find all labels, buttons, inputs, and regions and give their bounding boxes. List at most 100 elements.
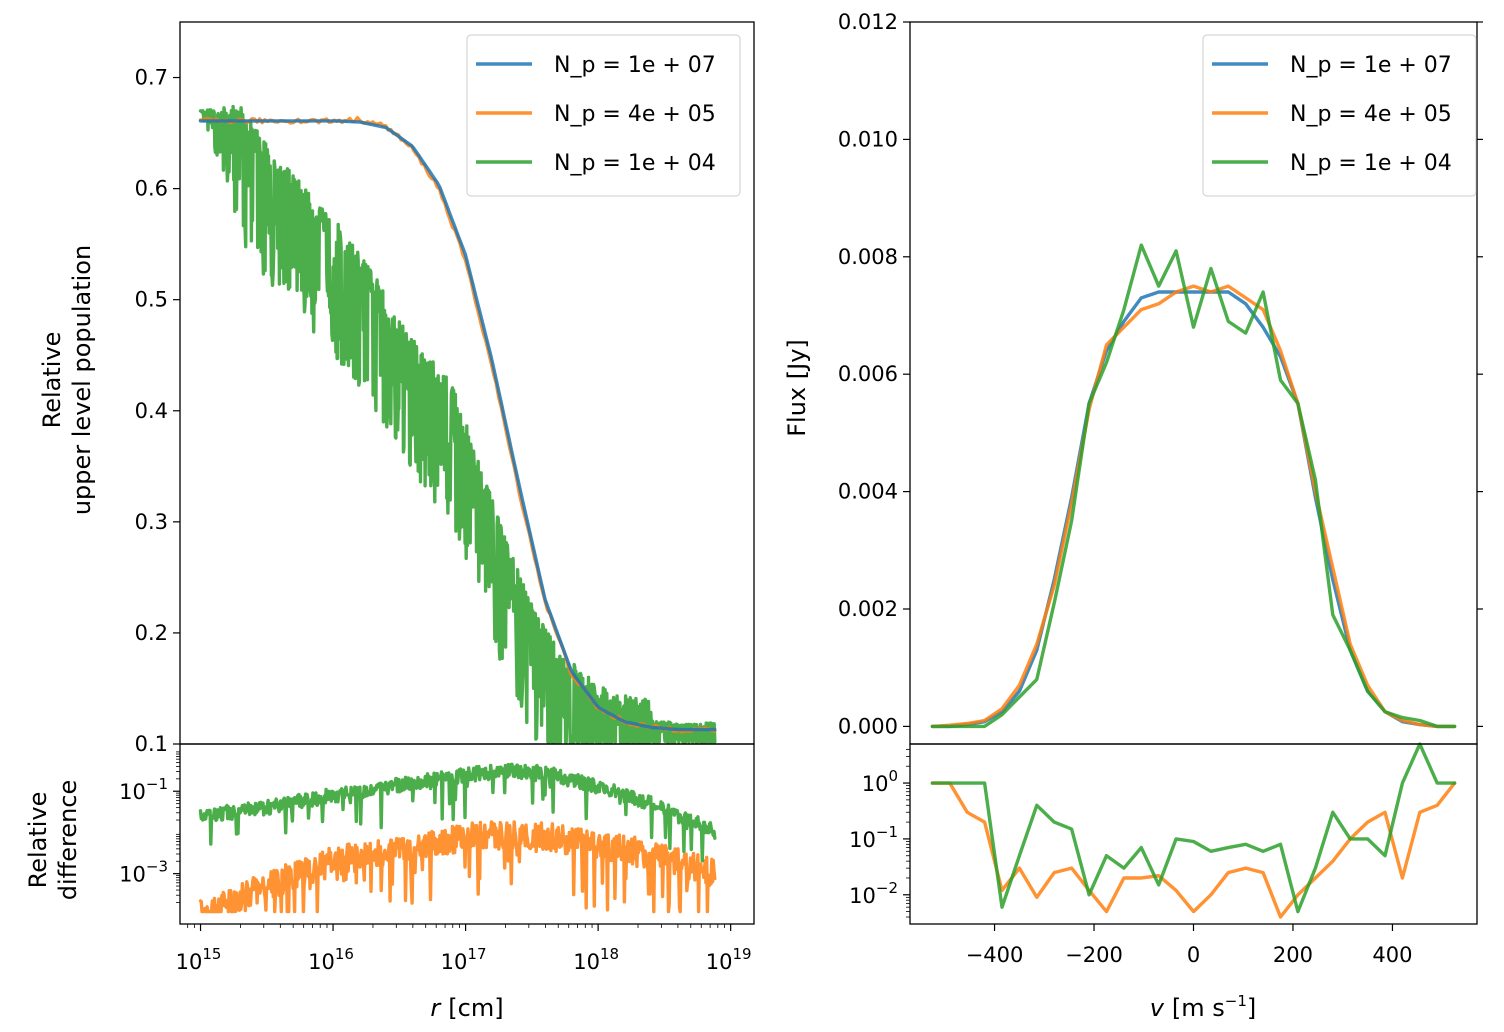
y-tick-label-base: 10	[119, 863, 146, 887]
right-top-y-ticks: 0.000 0.002 0.004 0.006 0.008 0.010 0.012	[838, 10, 1483, 738]
left-top-legend-entries: N_p = 1e + 07 N_p = 4e + 05 N_p = 1e + 04	[476, 53, 716, 176]
y-tick-label: 0.7	[135, 66, 168, 90]
y-tick-label-exponent: −1	[146, 775, 168, 793]
right-x-axis-unit-close: ]	[1247, 994, 1256, 1022]
x-tick-label-base: 10	[176, 950, 203, 974]
x-tick-label: −400	[966, 943, 1024, 967]
x-tick-label-exponent: 15	[202, 945, 221, 963]
x-tick-label: 400	[1372, 943, 1412, 967]
legend-label: N_p = 1e + 07	[1290, 53, 1452, 78]
left-bottom-y-label: Relative difference	[24, 780, 82, 900]
y-tick-label: 10−2	[849, 879, 898, 908]
y-tick-label-base: 10	[862, 772, 889, 796]
left-bottom-panel: Relative difference 10−310−1 1015 1016 101…	[24, 743, 755, 1022]
y-tick-label: 0.000	[838, 714, 898, 738]
y-tick-label: 0.6	[135, 177, 168, 201]
right-bottom-series	[930, 742, 1457, 919]
x-tick-label: 1016	[308, 945, 354, 974]
y-tick-label: 0.2	[135, 621, 168, 645]
left-x-axis-unit: [cm]	[448, 994, 503, 1022]
left-top-legend: N_p = 1e + 07 N_p = 4e + 05 N_p = 1e + 04	[466, 34, 741, 197]
y-tick-label: 0.006	[838, 362, 898, 386]
y-tick-label: 0.3	[135, 510, 168, 534]
left-top-y-label-line1: Relative	[38, 332, 66, 429]
y-tick-label: 10−1	[849, 823, 898, 852]
right-top-series	[930, 243, 1457, 729]
left-top-y-label: Relative upper level population	[38, 245, 96, 515]
y-tick-label-exponent: −1	[876, 823, 898, 841]
legend-label: N_p = 4e + 05	[554, 102, 716, 127]
right-bottom-x-ticks: −400 −200 0 200 400	[966, 924, 1412, 967]
right-top-y-label: Flux [Jy]	[783, 339, 811, 437]
x-tick-label: 1019	[706, 945, 752, 974]
x-tick-label-base: 10	[706, 950, 733, 974]
y-tick-label: 0.4	[135, 399, 168, 423]
legend-label: N_p = 4e + 05	[1290, 102, 1452, 127]
right-top-legend: N_p = 1e + 07 N_p = 4e + 05 N_p = 1e + 04	[1202, 34, 1477, 197]
series-line	[930, 781, 1457, 919]
series-line	[198, 104, 717, 744]
x-tick-label-exponent: 19	[732, 945, 751, 963]
y-tick-label-base: 10	[849, 828, 876, 852]
left-top-y-ticks: 0.1 0.2 0.3 0.4 0.5 0.6 0.7	[135, 66, 180, 756]
left-bottom-y-label-line1: Relative	[24, 792, 52, 889]
x-tick-label-exponent: 17	[467, 945, 486, 963]
y-tick-label: 100	[862, 767, 898, 796]
y-tick-label-exponent: −2	[876, 879, 898, 897]
x-tick-label: 1015	[176, 945, 222, 974]
x-tick-label-exponent: 16	[335, 945, 354, 963]
right-top-legend-box	[1202, 34, 1477, 197]
right-x-axis-unit-exponent: −1	[1225, 992, 1247, 1010]
series-line	[930, 742, 1457, 914]
left-top-y-label-line2: upper level population	[68, 245, 96, 515]
x-tick-label: −200	[1065, 943, 1123, 967]
y-tick-label: 10−3	[119, 858, 168, 887]
x-tick-label: 1018	[573, 945, 619, 974]
y-tick-label-base: 10	[849, 884, 876, 908]
right-x-axis-label: v [m s−1]	[1150, 992, 1257, 1022]
left-top-series	[198, 104, 717, 744]
series-line	[198, 762, 717, 863]
left-top-legend-box	[466, 34, 741, 197]
left-top-panel: Relative upper level population 0.10.20.…	[38, 21, 755, 756]
left-x-axis-label: r [cm]	[430, 994, 503, 1022]
y-tick-label: 0.004	[838, 480, 898, 504]
series-line	[930, 243, 1457, 729]
x-tick-label-exponent: 18	[600, 945, 619, 963]
right-top-legend-entries: N_p = 1e + 07 N_p = 4e + 05 N_p = 1e + 04	[1212, 53, 1452, 176]
y-tick-label: 0.010	[838, 127, 898, 151]
left-bottom-y-ticks: 10−310−1	[119, 751, 180, 903]
y-tick-label: 0.012	[838, 10, 898, 34]
legend-label: N_p = 1e + 07	[554, 53, 716, 78]
series-line	[198, 119, 717, 732]
left-bottom-series	[198, 762, 717, 914]
left-x-axis-variable: r	[430, 994, 442, 1022]
left-bottom-frame	[179, 743, 755, 925]
series-line	[198, 820, 717, 914]
right-bottom-frame	[909, 743, 1478, 925]
y-tick-label: 0.008	[838, 245, 898, 269]
y-tick-label-base: 10	[119, 780, 146, 804]
legend-label: N_p = 1e + 04	[1290, 151, 1452, 176]
y-tick-label-exponent: −3	[146, 858, 168, 876]
y-tick-label: 10−1	[119, 775, 168, 804]
x-tick-label: 1017	[441, 945, 487, 974]
x-tick-label: 200	[1273, 943, 1313, 967]
y-tick-label: 0.5	[135, 288, 168, 312]
y-tick-label-exponent: 0	[888, 767, 898, 785]
y-tick-label: 0.002	[838, 597, 898, 621]
series-line	[930, 290, 1457, 729]
right-x-axis-variable: v	[1150, 994, 1165, 1022]
x-tick-label-base: 10	[308, 950, 335, 974]
series-line	[930, 284, 1457, 729]
x-tick-label: 0	[1187, 943, 1200, 967]
legend-label: N_p = 1e + 04	[554, 151, 716, 176]
y-tick-label: 0.1	[135, 732, 168, 756]
x-tick-label-base: 10	[441, 950, 468, 974]
right-x-axis-unit: [m s	[1172, 994, 1225, 1022]
x-tick-label-base: 10	[573, 950, 600, 974]
left-bottom-y-label-line2: difference	[54, 780, 82, 900]
